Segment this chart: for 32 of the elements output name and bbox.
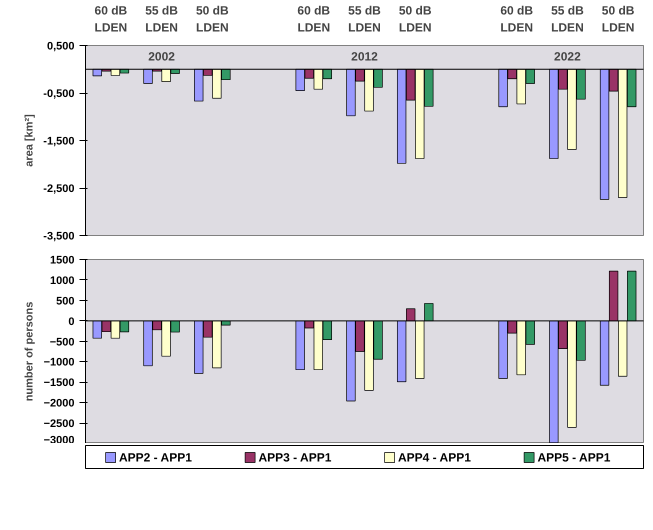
x-tick-label: 50 dB LDEN bbox=[196, 4, 229, 34]
y-tick-label: 0,500 bbox=[46, 40, 75, 52]
annotation: 2012 bbox=[351, 50, 378, 64]
y-tick-label: -2,500 bbox=[43, 183, 75, 195]
legend-label: APP4 - APP1 bbox=[398, 450, 472, 464]
x-tick-label: 60 dB LDEN bbox=[297, 4, 330, 34]
y-axis-title: area [km²] bbox=[23, 114, 36, 167]
annotation: 2002 bbox=[148, 50, 176, 64]
legend-label: APP3 - APP1 bbox=[258, 450, 332, 464]
x-tick-label: 55 dB LDEN bbox=[145, 4, 178, 34]
y-tick-label: −500 bbox=[50, 336, 75, 348]
x-tick-label: 60 dB LDEN bbox=[94, 4, 128, 34]
x-tick-label: 60 dB LDEN bbox=[500, 4, 534, 34]
annotation: 2022 bbox=[554, 50, 582, 64]
legend-label: APP2 - APP1 bbox=[118, 450, 192, 464]
y-tick-label: −1000 bbox=[44, 356, 75, 369]
y-tick-label: 0 bbox=[68, 316, 75, 328]
y-tick-label: −1500 bbox=[44, 377, 75, 390]
x-tick-label: 55 dB LDEN bbox=[348, 4, 382, 34]
y-tick-label: -0,500 bbox=[43, 88, 75, 100]
x-tick-label: 50 dB LDEN bbox=[398, 4, 432, 34]
x-tick-label: 55 dB LDEN bbox=[551, 4, 584, 34]
y-tick-label: 1500 bbox=[50, 254, 75, 266]
y-tick-label: −2000 bbox=[44, 398, 75, 410]
legend-label: APP5 - APP1 bbox=[537, 450, 611, 464]
y-tick-label: −2500 bbox=[44, 418, 75, 430]
y-tick-label: 1000 bbox=[50, 274, 75, 287]
y-tick-label: -3,500 bbox=[43, 230, 75, 242]
x-tick-label: 50 dB LDEN bbox=[602, 4, 635, 34]
y-tick-label: 500 bbox=[56, 295, 75, 308]
y-axis-title: number of persons bbox=[24, 302, 36, 402]
y-tick-label: -1,500 bbox=[43, 136, 75, 148]
